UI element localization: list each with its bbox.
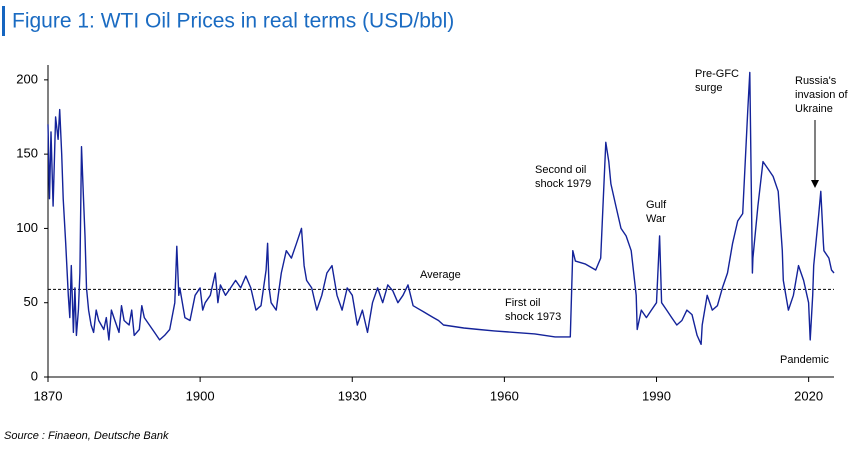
source: Source : Finaeon, Deutsche Bank <box>4 430 169 442</box>
annotation: shock 1979 <box>535 178 591 190</box>
annotation: First oil <box>505 297 540 309</box>
average-label: Average <box>420 269 461 281</box>
x-tick-label: 1990 <box>642 388 671 403</box>
annotation: surge <box>695 82 723 94</box>
x-tick-label: 1930 <box>338 388 367 403</box>
annotation: Ukraine <box>795 103 833 115</box>
x-tick-label: 1870 <box>34 388 63 403</box>
y-tick-label: 50 <box>24 294 38 309</box>
annotation: War <box>646 213 666 225</box>
arrow-head <box>811 180 819 188</box>
price-line <box>47 71 835 345</box>
x-tick-label: 2020 <box>794 388 823 403</box>
y-tick-label: 100 <box>16 220 38 235</box>
y-tick-label: 200 <box>16 71 38 86</box>
chart-title: Figure 1: WTI Oil Prices in real terms (… <box>12 10 454 33</box>
annotation: invasion of <box>795 89 849 101</box>
annotation: shock 1973 <box>505 311 561 323</box>
y-tick-label: 0 <box>31 368 38 383</box>
y-tick-label: 150 <box>16 146 38 161</box>
annotation: Pre-GFC <box>695 68 739 80</box>
annotation: Russia's <box>795 75 837 87</box>
title-bar <box>2 6 5 36</box>
annotation: Pandemic <box>780 354 829 366</box>
x-tick-label: 1900 <box>186 388 215 403</box>
annotation: Second oil <box>535 164 586 176</box>
annotation: Gulf <box>646 199 667 211</box>
x-tick-label: 1960 <box>490 388 519 403</box>
